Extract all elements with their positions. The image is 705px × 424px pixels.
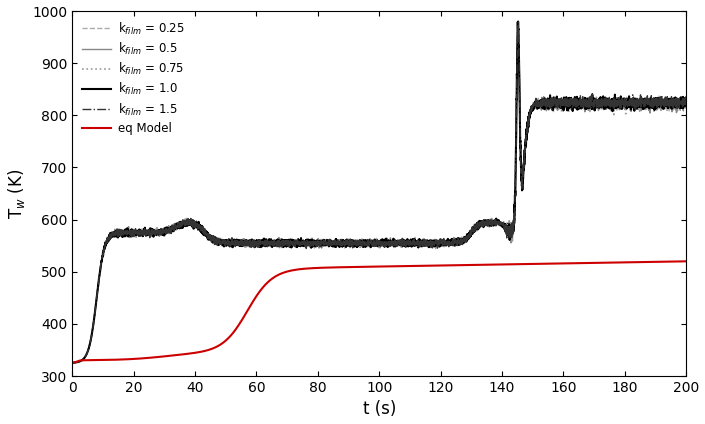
eq Model — [68, 360, 76, 365]
k$_{film}$ = 0.5 — [467, 230, 476, 235]
k$_{film}$ = 1.5 — [68, 360, 76, 365]
Legend: k$_{film}$ = 0.25, k$_{film}$ = 0.5, k$_{film}$ = 0.75, k$_{film}$ = 1.0, k$_{fi: k$_{film}$ = 0.25, k$_{film}$ = 0.5, k$_… — [78, 17, 188, 138]
k$_{film}$ = 1.0 — [682, 101, 691, 106]
k$_{film}$ = 1.0 — [68, 360, 76, 365]
k$_{film}$ = 0.25 — [467, 231, 476, 236]
k$_{film}$ = 0.5 — [302, 241, 311, 246]
eq Model — [682, 259, 691, 264]
k$_{film}$ = 1.5 — [573, 99, 582, 104]
k$_{film}$ = 0.75 — [573, 102, 582, 107]
k$_{film}$ = 1.0 — [180, 218, 188, 223]
k$_{film}$ = 1.0 — [514, 19, 522, 24]
k$_{film}$ = 0.25 — [180, 219, 188, 224]
k$_{film}$ = 0.75 — [68, 360, 76, 365]
k$_{film}$ = 0.75 — [436, 240, 445, 245]
Line: k$_{film}$ = 0.5: k$_{film}$ = 0.5 — [72, 22, 687, 363]
k$_{film}$ = 1.0 — [302, 237, 311, 242]
k$_{film}$ = 0.5 — [527, 109, 535, 114]
eq Model — [436, 263, 445, 268]
k$_{film}$ = 0.25 — [514, 22, 522, 27]
k$_{film}$ = 0.25 — [573, 100, 582, 105]
k$_{film}$ = 1.5 — [180, 220, 188, 226]
k$_{film}$ = 0.5 — [682, 102, 691, 107]
k$_{film}$ = 1.0 — [527, 111, 535, 116]
k$_{film}$ = 0.75 — [302, 243, 311, 248]
k$_{film}$ = 0.5 — [514, 19, 522, 24]
k$_{film}$ = 1.5 — [527, 110, 535, 115]
eq Model — [180, 352, 188, 357]
k$_{film}$ = 1.5 — [682, 105, 691, 110]
k$_{film}$ = 1.0 — [467, 230, 476, 235]
Y-axis label: T$_w$ (K): T$_w$ (K) — [6, 168, 27, 219]
k$_{film}$ = 0.75 — [682, 100, 691, 105]
k$_{film}$ = 0.25 — [436, 240, 445, 245]
k$_{film}$ = 0.75 — [467, 231, 476, 236]
k$_{film}$ = 1.5 — [467, 229, 476, 234]
k$_{film}$ = 1.5 — [514, 20, 522, 25]
k$_{film}$ = 0.25 — [527, 109, 535, 114]
k$_{film}$ = 0.5 — [68, 360, 76, 365]
k$_{film}$ = 1.5 — [436, 241, 445, 246]
k$_{film}$ = 1.0 — [573, 97, 582, 102]
Line: k$_{film}$ = 1.5: k$_{film}$ = 1.5 — [72, 22, 687, 363]
k$_{film}$ = 0.5 — [573, 100, 582, 106]
k$_{film}$ = 0.75 — [514, 22, 522, 28]
k$_{film}$ = 0.25 — [68, 360, 76, 365]
k$_{film}$ = 0.25 — [302, 240, 311, 245]
Line: k$_{film}$ = 0.25: k$_{film}$ = 0.25 — [72, 25, 687, 363]
Line: eq Model: eq Model — [72, 261, 687, 363]
eq Model — [573, 261, 582, 266]
k$_{film}$ = 0.75 — [527, 108, 535, 113]
X-axis label: t (s): t (s) — [362, 400, 396, 418]
k$_{film}$ = 0.25 — [682, 98, 691, 103]
eq Model — [467, 262, 476, 268]
k$_{film}$ = 1.5 — [302, 239, 311, 244]
k$_{film}$ = 1.0 — [436, 237, 445, 242]
k$_{film}$ = 0.5 — [180, 220, 188, 225]
Line: k$_{film}$ = 0.75: k$_{film}$ = 0.75 — [72, 25, 687, 363]
eq Model — [526, 262, 534, 267]
k$_{film}$ = 0.75 — [180, 220, 188, 225]
Line: k$_{film}$ = 1.0: k$_{film}$ = 1.0 — [72, 22, 687, 363]
eq Model — [302, 266, 311, 271]
k$_{film}$ = 0.5 — [436, 240, 445, 245]
